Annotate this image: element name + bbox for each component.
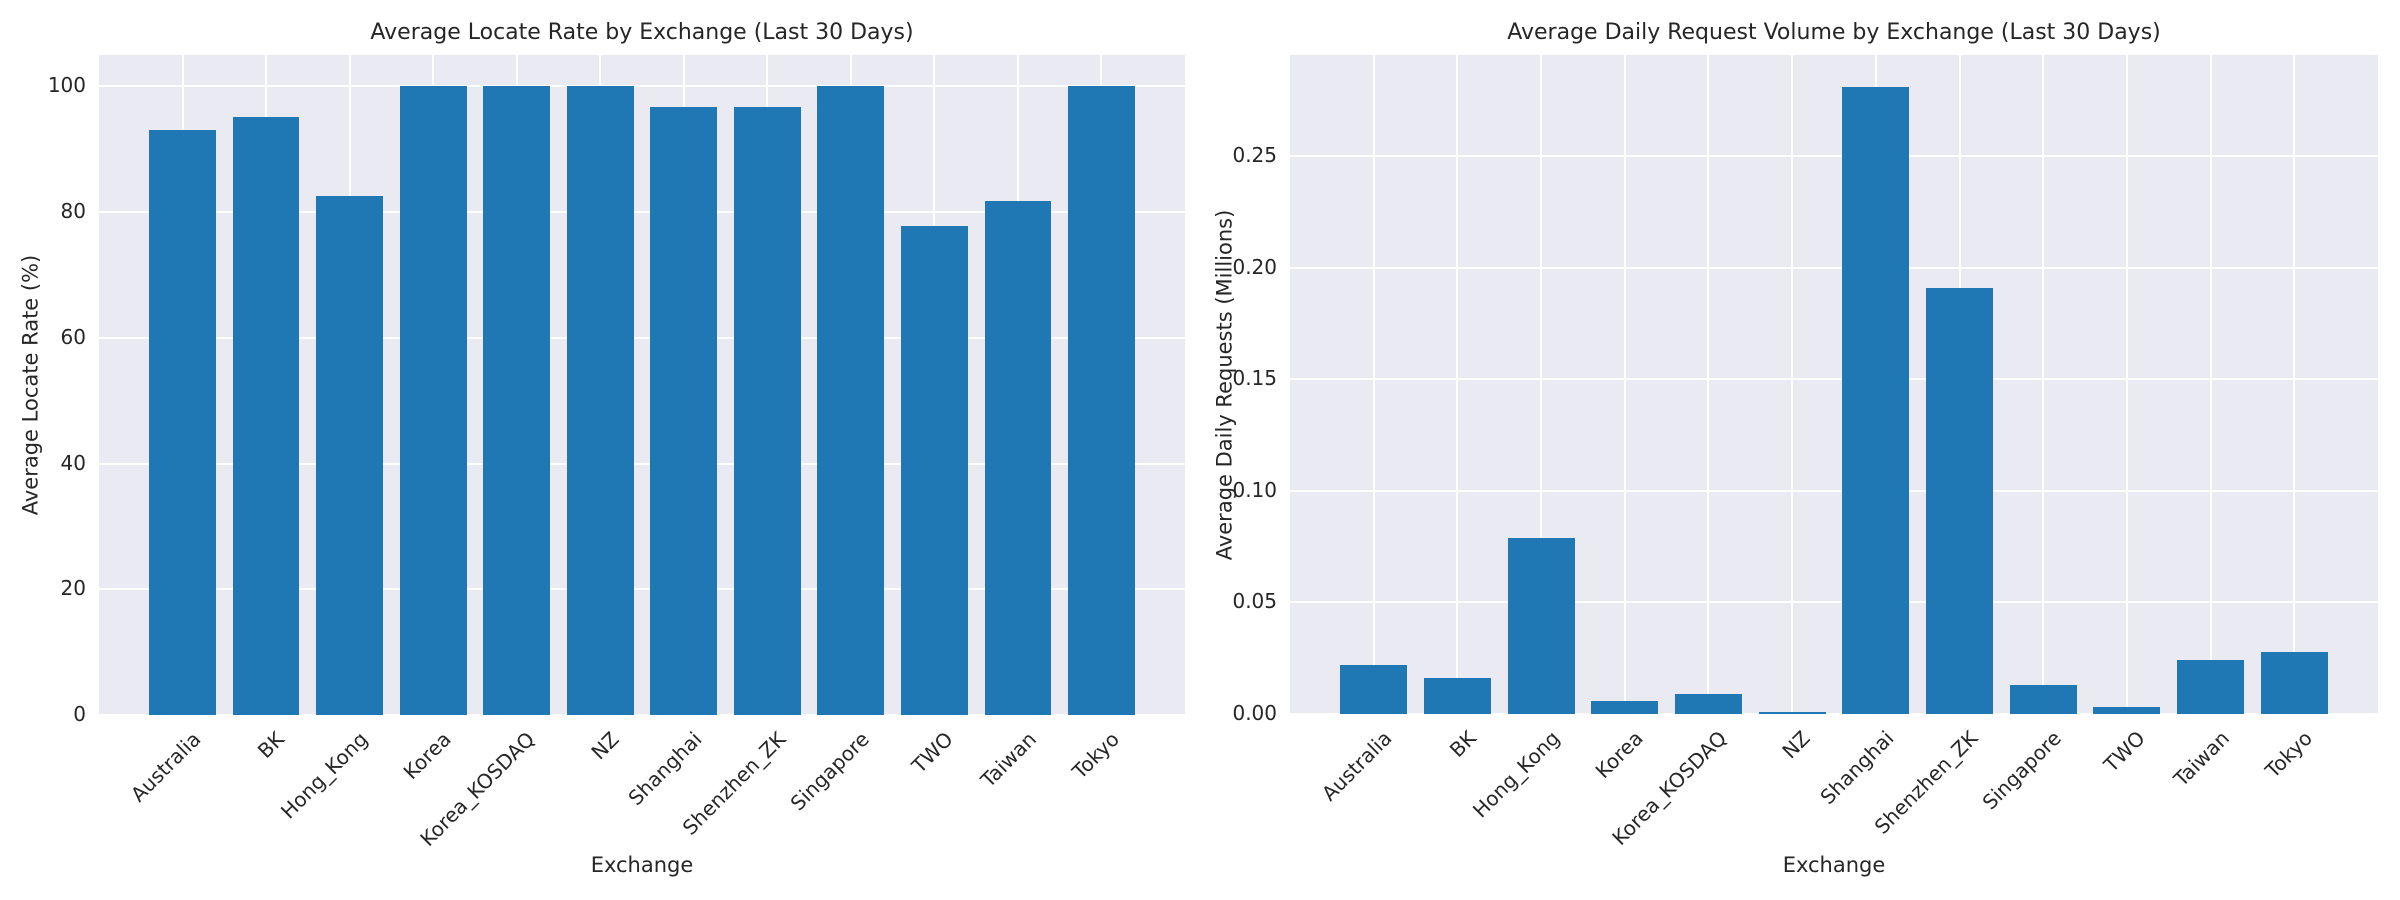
x-tick-label: TWO [906,727,958,778]
gridline-horizontal [99,211,1185,214]
locate-rate-y-axis-label: Average Locate Rate (%) [18,254,43,516]
bar-TWO [2093,707,2161,714]
x-tick-label: Tokyo [1067,727,1125,784]
bar-Australia [1340,664,1408,714]
y-tick-label: 80 [60,198,86,223]
x-tick-label: Shanghai [623,727,707,811]
bar-BK [1423,678,1491,714]
bar-Shanghai [1842,87,1910,714]
bar-Tokyo [1068,86,1135,715]
bar-Korea_KOSDAQ [483,86,551,715]
x-tick-label: Hong_Kong [276,727,373,824]
bar-Singapore [2009,685,2077,714]
y-tick-label: 0.00 [1232,700,1277,725]
gridline-vertical [1791,55,1794,714]
bar-Singapore [817,86,885,715]
gridline-vertical [2042,55,2045,714]
gridline-vertical [1540,55,1543,714]
x-tick-label: BK [253,727,290,763]
x-tick-label: Hong_Kong [1467,726,1565,823]
gridline-horizontal [1290,489,2378,492]
bar-Korea_KOSDAQ [1674,693,1742,714]
bar-Korea [1591,700,1659,714]
gridline-vertical [1623,55,1626,714]
y-tick-label: 20 [60,576,86,601]
request-volume-x-axis-label: Exchange [1782,853,1886,877]
gridline-vertical [1707,55,1710,714]
x-tick-label: BK [1444,726,1481,762]
bar-Shanghai [650,107,718,715]
bar-NZ [1758,711,1826,714]
y-tick-label: 0.10 [1232,477,1277,502]
bar-Korea [399,86,467,715]
y-tick-label: 0.05 [1232,589,1277,614]
gridline-horizontal [1290,713,2378,715]
bar-TWO [900,225,968,715]
gridline-horizontal [1290,155,2378,158]
bar-Australia [149,130,216,715]
bar-Tokyo [2260,651,2328,714]
x-tick-label: Australia [1317,726,1397,806]
x-tick-label: NZ [1777,726,1816,764]
gridline-vertical [2293,55,2296,714]
x-tick-label: Taiwan [2168,726,2234,792]
x-tick-label: Australia [125,727,206,807]
bar-Taiwan [2177,660,2245,714]
bar-NZ [566,86,634,715]
gridline-vertical [1456,55,1459,714]
locate-rate-x-axis-label: Exchange [590,853,694,877]
gridline-horizontal [99,714,1185,716]
x-tick-label: Tokyo [2260,726,2318,783]
bar-Shenzhen_ZK [1926,288,1993,714]
bar-Taiwan [984,201,1052,715]
x-tick-label: NZ [585,727,624,765]
bar-BK [232,116,300,715]
bar-Hong_Kong [316,195,384,715]
bar-Shenzhen_ZK [733,107,801,715]
gridline-horizontal [1290,266,2378,269]
gridline-horizontal [99,336,1185,339]
gridline-horizontal [99,85,1185,88]
y-tick-label: 0.15 [1232,366,1277,391]
locate-rate-chart-title: Average Locate Rate by Exchange (Last 30… [370,20,914,45]
gridline-vertical [2125,55,2128,714]
x-tick-label: Korea [399,727,457,785]
x-tick-label: Shanghai [1815,726,1899,810]
x-tick-label: Korea [1590,726,1648,784]
x-tick-label: TWO [2099,726,2150,777]
bar-Hong_Kong [1507,537,1575,714]
gridline-vertical [2209,55,2212,714]
gridline-horizontal [99,588,1185,591]
y-tick-label: 100 [47,73,86,98]
gridline-horizontal [1290,378,2378,381]
request-volume-plot-area: 0.00 0.05 0.10 0.15 0.20 0.25 Australia BK Hong_… [1232,55,2378,850]
y-tick-label: 0 [73,701,86,726]
x-tick-label: Singapore [785,727,874,816]
gridline-horizontal [1290,601,2378,604]
y-tick-label: 40 [60,450,86,475]
y-tick-label: 60 [60,324,86,349]
gridline-vertical [1372,55,1375,714]
x-tick-label: Taiwan [975,727,1041,793]
gridline-horizontal [99,462,1185,465]
x-tick-label: Singapore [1977,726,2067,815]
request-volume-chart-title: Average Daily Request Volume by Exchange… [1507,20,2161,45]
y-tick-label: 0.20 [1232,254,1277,279]
y-tick-label: 0.25 [1232,143,1277,168]
locate-rate-plot-area: 0 20 40 60 80 100 Australia BK Hong_Kong Korea Kor… [48,55,1185,851]
